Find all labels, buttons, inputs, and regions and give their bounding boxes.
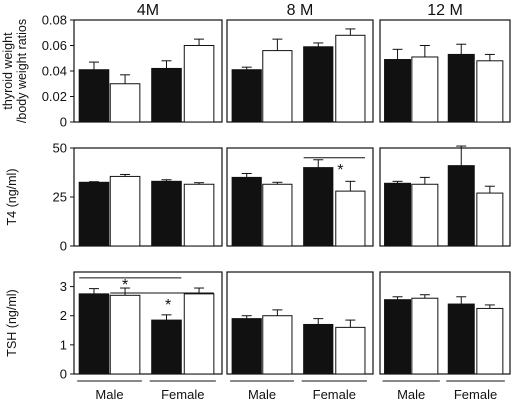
y-tick-label: 0 (60, 367, 67, 382)
panel-r2-c2 (379, 271, 511, 375)
bar-open-3 (335, 190, 366, 247)
bar-open-3 (476, 192, 504, 247)
panel-r0-c1 (226, 19, 374, 123)
bar-filled-0 (78, 293, 110, 375)
bar-filled-2 (303, 46, 334, 123)
panel-r1-c2 (379, 145, 511, 247)
bar-open-3 (183, 45, 215, 123)
panel-frame (226, 147, 374, 247)
bar-filled-0 (78, 69, 110, 123)
panel-r0-c0: 0 0.02 0.04 0.06 0.08 (42, 13, 223, 130)
bar-open-1 (109, 175, 141, 247)
bar-open-3 (183, 293, 215, 375)
y-tick-label: 50 (53, 141, 67, 156)
group-label-male: Male (248, 387, 276, 402)
significance-star: * (122, 277, 128, 294)
bar-filled-2 (303, 167, 334, 247)
y-tick-label: 0.04 (42, 64, 67, 79)
y-tick-label: 0 (60, 115, 67, 130)
bar-filled-2 (303, 323, 334, 375)
panel-frame (379, 147, 511, 247)
bar-filled-2 (151, 319, 182, 375)
panel-frame (379, 19, 511, 123)
y-tick-label: 0.06 (42, 38, 67, 53)
bar-open-1 (262, 50, 293, 123)
column-title-12m: 12 M (427, 2, 463, 19)
column-title-8m: 8 M (287, 2, 314, 19)
y-tick-label: 25 (53, 190, 67, 205)
bar-open-3 (476, 307, 504, 375)
bar-open-1 (262, 183, 293, 247)
ylabel-line: TSH (ng/ml) (5, 289, 19, 356)
bar-open-3 (183, 183, 215, 247)
group-label-female: Female (454, 387, 497, 402)
panel-frame (379, 271, 511, 375)
bar-open-1 (411, 56, 439, 123)
bar-filled-2 (447, 303, 475, 375)
column-title-4m: 4M (137, 2, 159, 19)
group-labels-col-0: Male Female (77, 380, 216, 402)
bar-filled-2 (447, 53, 475, 123)
bar-filled-0 (78, 181, 110, 247)
bar-filled-0 (231, 318, 262, 375)
group-label-female: Female (313, 387, 356, 402)
panel-frame (73, 271, 223, 375)
panel-r2-c1 (226, 271, 374, 375)
panel-frame (226, 271, 374, 375)
bar-open-3 (335, 326, 366, 375)
bar-open-3 (335, 34, 366, 123)
panel-r0-c2 (379, 19, 511, 123)
y-tick-label: 0 (60, 239, 67, 254)
bar-filled-0 (384, 59, 412, 123)
ylabel-row-1: T4 (ng/ml) (5, 169, 19, 226)
bar-filled-0 (384, 299, 412, 375)
group-labels-col-2: Male Female (382, 380, 505, 402)
bar-filled-0 (384, 182, 412, 247)
bar-filled-2 (447, 165, 475, 247)
panel-r1-c0: 0 25 50 (53, 141, 223, 254)
bar-filled-2 (151, 180, 182, 247)
y-tick-label: 0.08 (42, 13, 67, 28)
bar-open-1 (411, 297, 439, 375)
ylabel-line: T4 (ng/ml) (5, 169, 19, 226)
panel-frame (226, 19, 374, 123)
column-titles: 4M 8 M 12 M (137, 2, 463, 19)
group-labels: Male Female Male Female Male Female (77, 380, 505, 402)
group-label-female: Female (161, 387, 204, 402)
ylabel-row-0: thyroid weight/body weight ratios (1, 19, 29, 123)
bar-filled-0 (231, 69, 262, 123)
group-label-male: Male (397, 387, 425, 402)
significance-star: * (337, 162, 343, 179)
bar-open-1 (262, 315, 293, 375)
significance-star: * (165, 297, 171, 314)
bar-open-1 (411, 183, 439, 247)
y-tick-label: 1 (60, 337, 67, 352)
bar-open-3 (476, 60, 504, 123)
bar-filled-0 (231, 176, 262, 247)
y-tick-label: 0.02 (42, 89, 67, 104)
panel-r2-c0: 0 1 2 3 * * (60, 271, 223, 382)
bar-open-1 (109, 294, 141, 375)
panel-r1-c1: * (226, 147, 374, 247)
group-labels-col-1: Male Female (230, 380, 367, 402)
y-tick-label: 2 (60, 308, 67, 323)
ylabel-line: thyroid weight (1, 32, 15, 110)
bar-open-1 (109, 83, 141, 123)
bar-filled-2 (151, 67, 182, 123)
group-label-male: Male (95, 387, 123, 402)
y-tick-label: 3 (60, 279, 67, 294)
ylabel-row-2: TSH (ng/ml) (5, 289, 19, 356)
ylabel-line: /body weight ratios (15, 19, 29, 123)
panels-layer: thyroid weight/body weight ratios 0 0.02 0.… (1, 13, 511, 382)
